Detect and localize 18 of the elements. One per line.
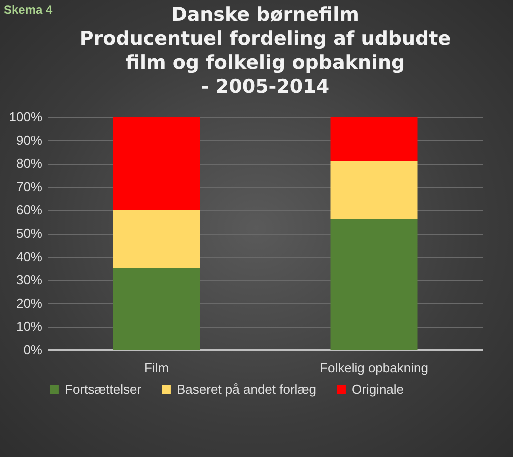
legend-label: Fortsættelser xyxy=(65,382,142,397)
y-tick-label: 80% xyxy=(16,156,43,172)
y-tick-label: 10% xyxy=(16,319,43,334)
y-tick-label: 40% xyxy=(16,249,43,264)
chart-title: Danske børnefilm Producentuel fordeling af udbudte film og folkelig opbakning - 2005-2014 xyxy=(80,4,452,98)
y-tick-label: 100% xyxy=(9,110,43,124)
y-tick-label: 0% xyxy=(24,342,43,358)
y-tick-label: 20% xyxy=(16,296,43,311)
x-tick-label: Folkelig opbakning xyxy=(320,360,428,376)
legend-label: Originale xyxy=(352,382,404,397)
y-tick-label: 50% xyxy=(16,226,43,241)
y-tick-label: 90% xyxy=(16,132,43,148)
text: Skema 4 xyxy=(4,3,53,17)
y-tick-label: 60% xyxy=(16,202,43,218)
y-tick-label: 30% xyxy=(16,272,43,288)
y-tick-label: 70% xyxy=(16,179,43,194)
x-tick-label: Film xyxy=(144,360,170,376)
legend-label: Baseret på andet forlæg xyxy=(177,382,316,397)
